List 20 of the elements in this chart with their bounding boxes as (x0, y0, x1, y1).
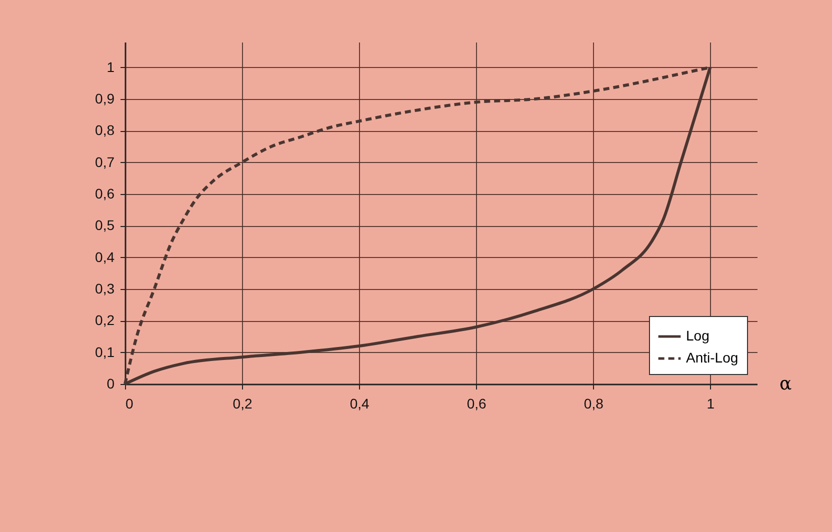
y-tick-label: 0,6 (95, 186, 115, 202)
x-tick-label: 0,8 (584, 396, 604, 412)
y-tick-label: 0 (106, 376, 115, 392)
y-tick-label: 0,4 (95, 248, 115, 265)
y-tick-label: 0,7 (95, 154, 115, 170)
y-tick-label: 0,3 (95, 280, 115, 296)
y-tick-label: 1 (106, 58, 115, 75)
legend-label: Log (686, 328, 710, 344)
y-tick-label: 0,1 (95, 344, 115, 360)
x-tick-label: 0,6 (466, 396, 487, 412)
x-tick-label: 0,2 (232, 396, 252, 412)
y-tick-label: 0,5 (95, 217, 115, 234)
y-tick-label: 0,2 (95, 312, 115, 328)
legend-label: Anti-Log (686, 350, 738, 366)
x-tick-label: 0,4 (350, 396, 370, 412)
y-tick-label: 0,9 (95, 90, 115, 106)
x-axis-title: α (780, 374, 792, 394)
x-tick-label: 1 (706, 396, 715, 412)
y-tick-label: 0,8 (95, 122, 115, 138)
x-tick-label: 0 (126, 396, 134, 412)
